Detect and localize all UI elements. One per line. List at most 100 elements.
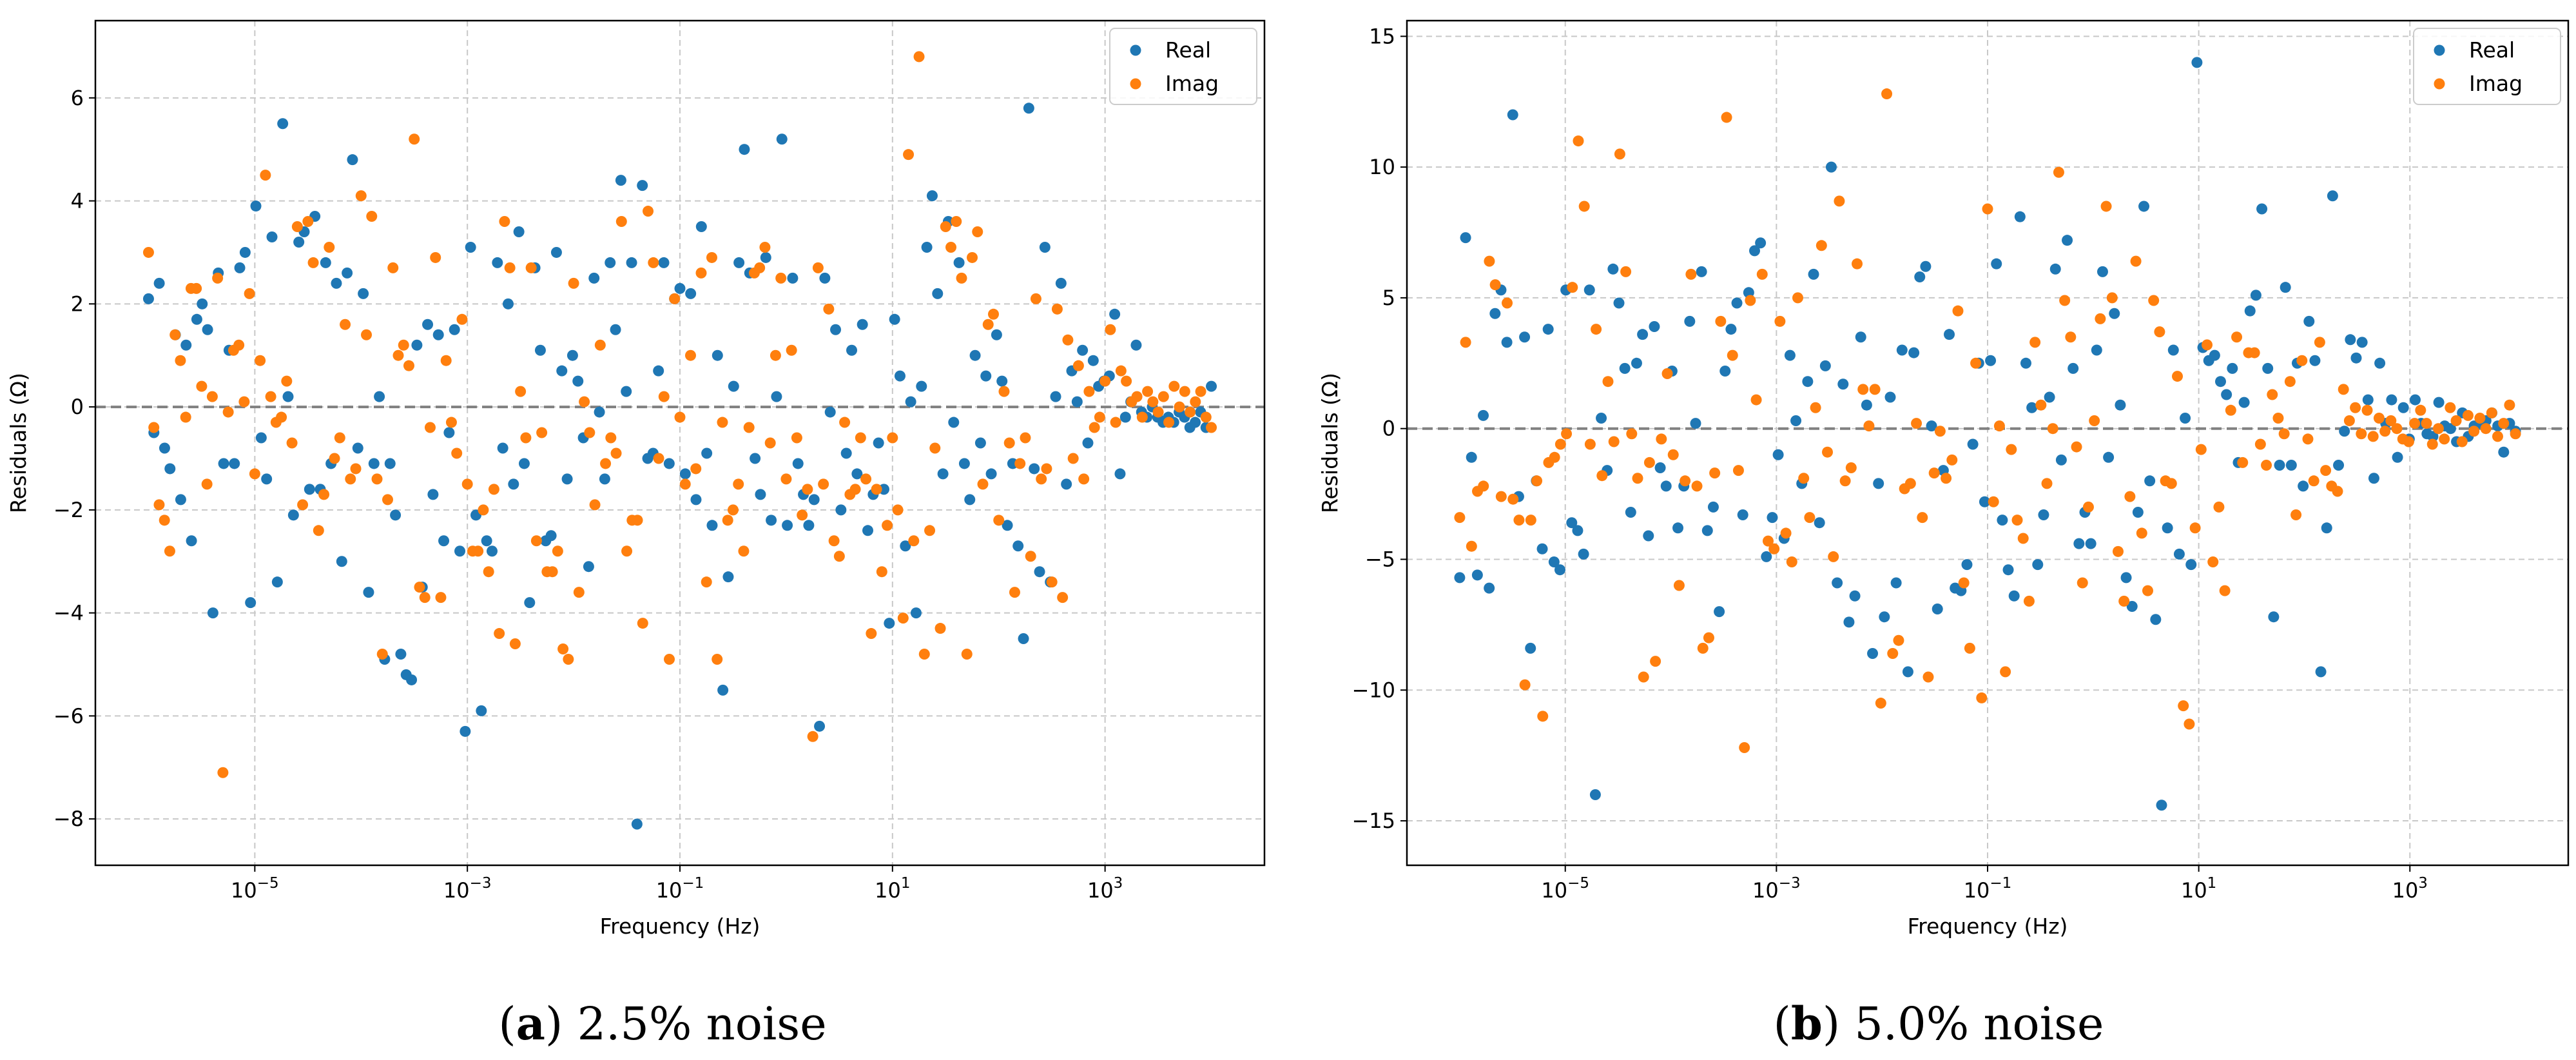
imag-point	[897, 613, 909, 624]
imag-point	[786, 344, 797, 356]
imag-point	[648, 257, 659, 268]
real-point	[679, 468, 691, 480]
real-point	[524, 597, 536, 609]
imag-point	[1608, 436, 1620, 447]
imag-point	[2077, 577, 2088, 589]
real-point	[830, 324, 842, 335]
y-tick-label: 5	[1382, 286, 1395, 310]
imag-point	[2189, 522, 2201, 534]
real-point	[685, 288, 697, 299]
real-point	[851, 468, 863, 480]
imag-point	[1596, 470, 1608, 482]
real-point	[2026, 402, 2038, 413]
imag-point	[2095, 313, 2106, 324]
real-point	[626, 257, 637, 268]
real-point	[486, 545, 498, 557]
real-point	[1731, 297, 1743, 309]
real-point	[159, 442, 170, 454]
real-point	[2356, 337, 2368, 348]
caption-b-letter: b	[1791, 997, 1823, 1050]
real-point	[2167, 344, 2179, 356]
real-point	[621, 386, 632, 397]
imag-point	[1970, 357, 1982, 369]
real-point	[207, 607, 218, 619]
real-point	[2020, 357, 2031, 369]
imag-point	[2112, 545, 2124, 557]
real-point	[1029, 463, 1040, 475]
imag-point	[610, 447, 622, 459]
real-point	[1649, 321, 1660, 333]
real-point	[513, 226, 525, 237]
imag-point	[2474, 412, 2486, 424]
y-tick-label: 10	[1369, 155, 1395, 179]
imag-point	[722, 515, 733, 526]
imag-point	[2510, 428, 2521, 440]
imag-point	[1190, 396, 1201, 407]
imag-point	[2302, 433, 2314, 445]
real-point	[1879, 611, 1890, 623]
real-point	[814, 720, 826, 732]
real-point	[1784, 349, 1796, 361]
imag-point	[2011, 515, 2023, 526]
real-point	[1460, 232, 1471, 244]
imag-point	[743, 422, 755, 433]
real-point	[1701, 525, 1713, 536]
imag-point	[2480, 423, 2492, 435]
imag-point	[568, 277, 579, 289]
imag-point	[153, 499, 165, 511]
real-point	[1867, 647, 1879, 659]
imag-point	[2017, 533, 2029, 544]
real-point	[492, 257, 503, 268]
real-point	[1637, 329, 1649, 340]
real-point	[1087, 355, 1099, 366]
real-point	[792, 458, 804, 469]
real-point	[605, 257, 616, 268]
imag-point	[2415, 404, 2426, 416]
imag-point	[940, 221, 951, 233]
real-point	[2262, 362, 2274, 374]
real-point	[1471, 569, 1483, 581]
real-point	[2280, 282, 2291, 293]
real-point	[755, 489, 766, 500]
real-point	[750, 453, 761, 464]
real-point	[958, 458, 970, 469]
imag-point	[2261, 459, 2272, 471]
real-point	[808, 494, 820, 505]
real-point	[2350, 352, 2362, 364]
real-point	[905, 396, 916, 407]
imag-point	[398, 339, 409, 351]
imag-point	[945, 241, 957, 253]
real-point	[1684, 315, 1696, 327]
real-point	[787, 272, 799, 284]
imag-point	[2504, 399, 2515, 411]
imag-point	[1121, 375, 1132, 387]
y-axis-label: Residuals (Ω)	[1317, 373, 1342, 513]
real-point	[728, 380, 739, 392]
imag-point	[1003, 437, 1015, 449]
x-tick-label: 101	[875, 875, 910, 903]
imag-point	[1072, 360, 1084, 371]
real-point	[760, 251, 771, 263]
real-point	[142, 293, 154, 304]
imag-point	[1934, 426, 1946, 437]
imag-point	[882, 520, 893, 531]
real-point	[1690, 418, 1701, 429]
real-point	[1519, 331, 1531, 343]
real-point	[1719, 365, 1731, 377]
imag-point	[717, 417, 728, 428]
real-point	[2214, 376, 2226, 388]
chart-b: 10−5 10−3 10−1 101 103 15 10 5 0 −5 −10 −15 Frequenc…	[1317, 19, 2570, 939]
imag-point	[1964, 642, 1975, 654]
real-point	[1082, 437, 1094, 449]
real-point	[712, 349, 723, 361]
real-point	[1961, 559, 1973, 571]
imag-point	[1739, 741, 1750, 753]
imag-point	[887, 432, 898, 444]
real-point	[1466, 451, 1477, 463]
real-point	[218, 458, 229, 469]
real-point	[427, 489, 439, 500]
imag-point	[1051, 303, 1063, 315]
real-point	[508, 478, 519, 490]
real-point	[2244, 305, 2256, 317]
imag-point	[2053, 166, 2064, 178]
